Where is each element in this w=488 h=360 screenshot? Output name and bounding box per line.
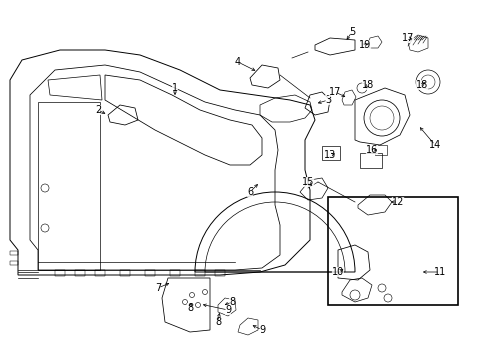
Text: 8: 8 <box>186 303 193 313</box>
Bar <box>55 270 65 276</box>
Text: 16: 16 <box>365 145 377 155</box>
Text: 12: 12 <box>391 197 404 207</box>
Text: 13: 13 <box>323 150 335 160</box>
Bar <box>374 145 386 155</box>
Text: 4: 4 <box>234 57 241 67</box>
Bar <box>359 153 381 168</box>
Bar <box>10 261 18 265</box>
Bar <box>195 270 204 276</box>
Text: 15: 15 <box>301 177 314 187</box>
Text: 2: 2 <box>95 105 101 115</box>
Text: 17: 17 <box>328 87 341 97</box>
Bar <box>95 270 105 276</box>
Text: 18: 18 <box>415 80 427 90</box>
Text: 9: 9 <box>224 305 231 315</box>
Text: 7: 7 <box>155 283 161 293</box>
Text: 3: 3 <box>324 95 330 105</box>
Text: 1: 1 <box>172 83 178 93</box>
Text: 19: 19 <box>358 40 370 50</box>
Text: 5: 5 <box>348 27 354 37</box>
Text: 18: 18 <box>361 80 373 90</box>
Text: 8: 8 <box>215 317 221 327</box>
Text: 8: 8 <box>228 297 235 307</box>
Text: 9: 9 <box>259 325 264 335</box>
Bar <box>145 270 155 276</box>
Bar <box>10 251 18 255</box>
Text: 14: 14 <box>428 140 440 150</box>
Text: 6: 6 <box>246 187 253 197</box>
Bar <box>321 146 339 160</box>
Bar <box>170 270 180 276</box>
Bar <box>75 270 85 276</box>
Text: 17: 17 <box>401 33 413 43</box>
Bar <box>215 270 224 276</box>
Text: 11: 11 <box>433 267 445 277</box>
Text: 10: 10 <box>331 267 344 277</box>
Bar <box>327 197 457 305</box>
Bar <box>120 270 130 276</box>
